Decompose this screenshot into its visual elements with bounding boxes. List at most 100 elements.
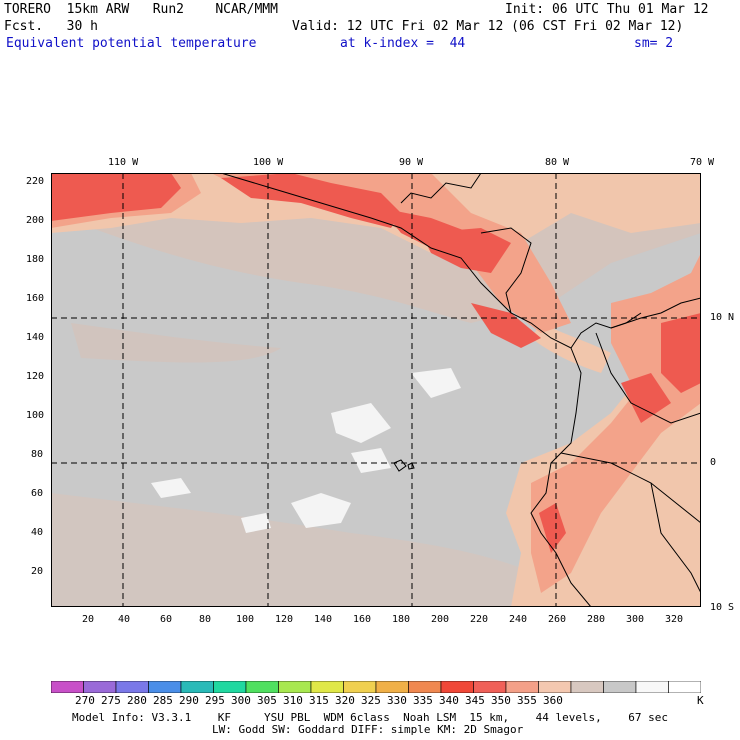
level-info: at k-index = 44 xyxy=(340,36,466,51)
valid-time: Valid: 12 UTC Fri 02 Mar 12 (06 CST Fri … xyxy=(292,19,684,34)
field-patch-360-e xyxy=(151,478,191,498)
y-tick-80: 80 xyxy=(31,449,44,460)
colorbar-swatch-9 xyxy=(343,681,377,693)
lat-label-equator: 0 xyxy=(710,457,717,468)
x-tick-120: 120 xyxy=(275,614,294,625)
lon-label-90w: 90 W xyxy=(399,157,424,168)
colorbar-label-325: 325 xyxy=(361,694,381,707)
colorbar xyxy=(51,681,701,693)
colorbar-swatch-14 xyxy=(505,681,539,693)
x-tick-220: 220 xyxy=(470,614,489,625)
colorbar-swatch-6 xyxy=(245,681,279,693)
border-ecuador-peru xyxy=(560,452,701,524)
colorbar-swatch-17 xyxy=(603,681,637,693)
model-title: TORERO 15km ARW Run2 NCAR/MMM xyxy=(4,2,278,17)
border-colombia xyxy=(595,332,701,424)
colorbar-swatch-15 xyxy=(538,681,572,693)
x-tick-260: 260 xyxy=(548,614,567,625)
colorbar-label-295: 295 xyxy=(205,694,225,707)
colorbar-swatch-4 xyxy=(180,681,214,693)
border-brazil xyxy=(650,482,701,594)
colorbar-swatch-19 xyxy=(668,681,701,693)
colorbar-swatch-13 xyxy=(473,681,507,693)
colorbar-swatch-8 xyxy=(310,681,344,693)
colorbar-label-355: 355 xyxy=(517,694,537,707)
x-tick-320: 320 xyxy=(665,614,684,625)
coastline-yucatan xyxy=(400,173,482,204)
forecast-hour: Fcst. 30 h xyxy=(4,19,98,34)
field-patch-360-b xyxy=(331,403,391,443)
y-tick-100: 100 xyxy=(26,410,45,421)
colorbar-label-310: 310 xyxy=(283,694,303,707)
x-tick-60: 60 xyxy=(160,614,173,625)
field-patch-360-c xyxy=(411,368,461,398)
colorbar-label-315: 315 xyxy=(309,694,329,707)
colorbar-label-345: 345 xyxy=(465,694,485,707)
lon-label-80w: 80 W xyxy=(545,157,570,168)
colorbar-swatch-10 xyxy=(375,681,409,693)
field-band-330-peru xyxy=(539,503,566,553)
y-tick-200: 200 xyxy=(26,215,45,226)
colorbar-label-350: 350 xyxy=(491,694,511,707)
colorbar-swatch-0 xyxy=(51,681,84,693)
y-tick-180: 180 xyxy=(26,254,45,265)
x-tick-80: 80 xyxy=(199,614,212,625)
field-band-345-south xyxy=(51,493,521,607)
colorbar-swatch-16 xyxy=(570,681,604,693)
coastline-south-america-north xyxy=(610,297,701,329)
x-tick-40: 40 xyxy=(118,614,131,625)
colorbar-swatch-18 xyxy=(635,681,669,693)
coastline-south-america-west xyxy=(530,347,592,607)
colorbar-label-270: 270 xyxy=(75,694,95,707)
lon-label-110w: 110 W xyxy=(108,157,139,168)
colorbar-unit: K xyxy=(697,694,704,707)
field-patch-360-d xyxy=(241,513,271,533)
smoothing-info: sm= 2 xyxy=(634,36,674,51)
colorbar-swatch-11 xyxy=(408,681,442,693)
colorbar-label-330: 330 xyxy=(387,694,407,707)
colorbar-swatch-12 xyxy=(440,681,474,693)
lon-label-100w: 100 W xyxy=(253,157,284,168)
coastline-galapagos xyxy=(393,459,415,472)
field-patch-360-f xyxy=(351,448,391,473)
coastline-central-america xyxy=(220,173,642,349)
field-band-330-venezuela xyxy=(661,313,701,393)
lat-label-10s: 10 S xyxy=(710,602,735,613)
colorbar-label-300: 300 xyxy=(231,694,251,707)
init-time: Init: 06 UTC Thu 01 Mar 12 xyxy=(505,2,709,17)
colorbar-swatch-2 xyxy=(115,681,149,693)
colorbar-label-290: 290 xyxy=(179,694,199,707)
colorbar-label-305: 305 xyxy=(257,694,277,707)
y-tick-40: 40 xyxy=(31,527,44,538)
x-tick-300: 300 xyxy=(626,614,645,625)
y-tick-60: 60 xyxy=(31,488,44,499)
model-info-line1: Model Info: V3.3.1 KF YSU PBL WDM 6class… xyxy=(72,711,669,724)
field-name: Equivalent potential temperature xyxy=(6,36,257,51)
field-patch-360-a xyxy=(291,493,351,528)
y-tick-220: 220 xyxy=(26,176,45,187)
field-band-330-andes xyxy=(621,373,671,423)
colorbar-label-280: 280 xyxy=(127,694,147,707)
map-frame xyxy=(51,173,701,607)
x-tick-160: 160 xyxy=(353,614,372,625)
coastline-caribbean xyxy=(480,227,532,314)
colorbar-label-320: 320 xyxy=(335,694,355,707)
colorbar-label-360: 360 xyxy=(543,694,563,707)
colorbar-swatch-1 xyxy=(83,681,117,693)
colorbar-swatch-5 xyxy=(213,681,247,693)
field-band-330-nw xyxy=(51,173,181,221)
y-tick-20: 20 xyxy=(31,566,44,577)
y-tick-120: 120 xyxy=(26,371,45,382)
x-tick-280: 280 xyxy=(587,614,606,625)
x-tick-20: 20 xyxy=(82,614,95,625)
colorbar-label-335: 335 xyxy=(413,694,433,707)
colorbar-label-285: 285 xyxy=(153,694,173,707)
field-band-330-honduras xyxy=(421,228,511,273)
y-tick-160: 160 xyxy=(26,293,45,304)
y-tick-140: 140 xyxy=(26,332,45,343)
x-tick-240: 240 xyxy=(509,614,528,625)
field-band-345-mid xyxy=(71,323,281,363)
field-band-330-costarica xyxy=(471,303,541,348)
x-tick-140: 140 xyxy=(314,614,333,625)
lat-label-10n: 10 N xyxy=(710,312,735,323)
